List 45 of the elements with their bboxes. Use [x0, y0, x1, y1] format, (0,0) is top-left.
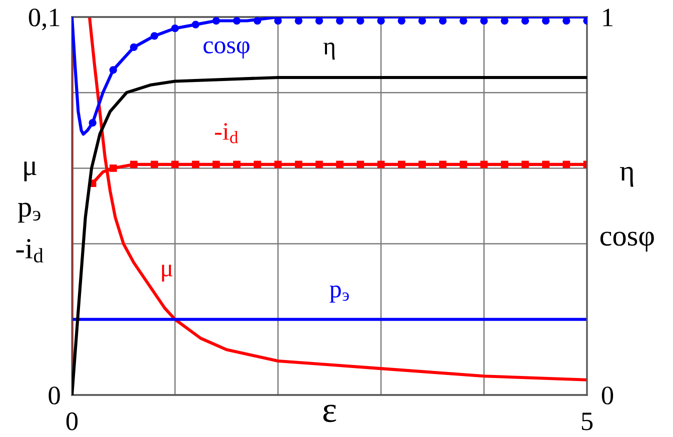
point — [110, 164, 117, 172]
point — [377, 160, 385, 168]
point — [130, 160, 138, 168]
x-axis-title: ε — [323, 404, 336, 422]
point — [212, 17, 220, 25]
point — [480, 160, 488, 168]
point — [336, 160, 344, 168]
y-axis-title: μ p$_{э}$ -i$_{d}$ — [16, 162, 44, 263]
point — [522, 160, 529, 168]
point — [254, 17, 262, 25]
point — [439, 160, 446, 168]
text: η cosφ — [600, 166, 654, 252]
line-series — [88, 17, 587, 382]
point — [109, 66, 118, 74]
point — [232, 17, 241, 25]
point — [460, 160, 468, 168]
y2-tick-label: 1 — [603, 8, 612, 26]
series-label: -i$_{d}$ — [214, 123, 238, 144]
point — [542, 160, 550, 168]
point — [150, 32, 158, 40]
x-tick-label: 5 — [582, 412, 593, 430]
point — [192, 160, 200, 168]
point — [192, 20, 200, 28]
series-label: cosφ — [204, 41, 250, 59]
y-tick-label: 0,1 — [28, 8, 60, 30]
point — [233, 160, 240, 168]
point — [316, 160, 323, 168]
series-label: p$_{э}$ — [330, 285, 349, 303]
point — [171, 160, 179, 168]
series-label: μ — [162, 264, 172, 282]
point — [254, 160, 262, 168]
point — [398, 160, 406, 168]
point — [150, 160, 158, 168]
point — [562, 160, 570, 168]
y2-tick-label: 0 — [602, 386, 614, 404]
series-label: η — [323, 42, 335, 60]
point — [500, 160, 508, 168]
point — [356, 160, 364, 168]
point — [130, 43, 138, 52]
point — [274, 160, 282, 168]
point — [171, 24, 179, 32]
point — [88, 119, 96, 127]
point — [418, 160, 426, 168]
point — [294, 160, 302, 168]
point — [212, 160, 220, 168]
